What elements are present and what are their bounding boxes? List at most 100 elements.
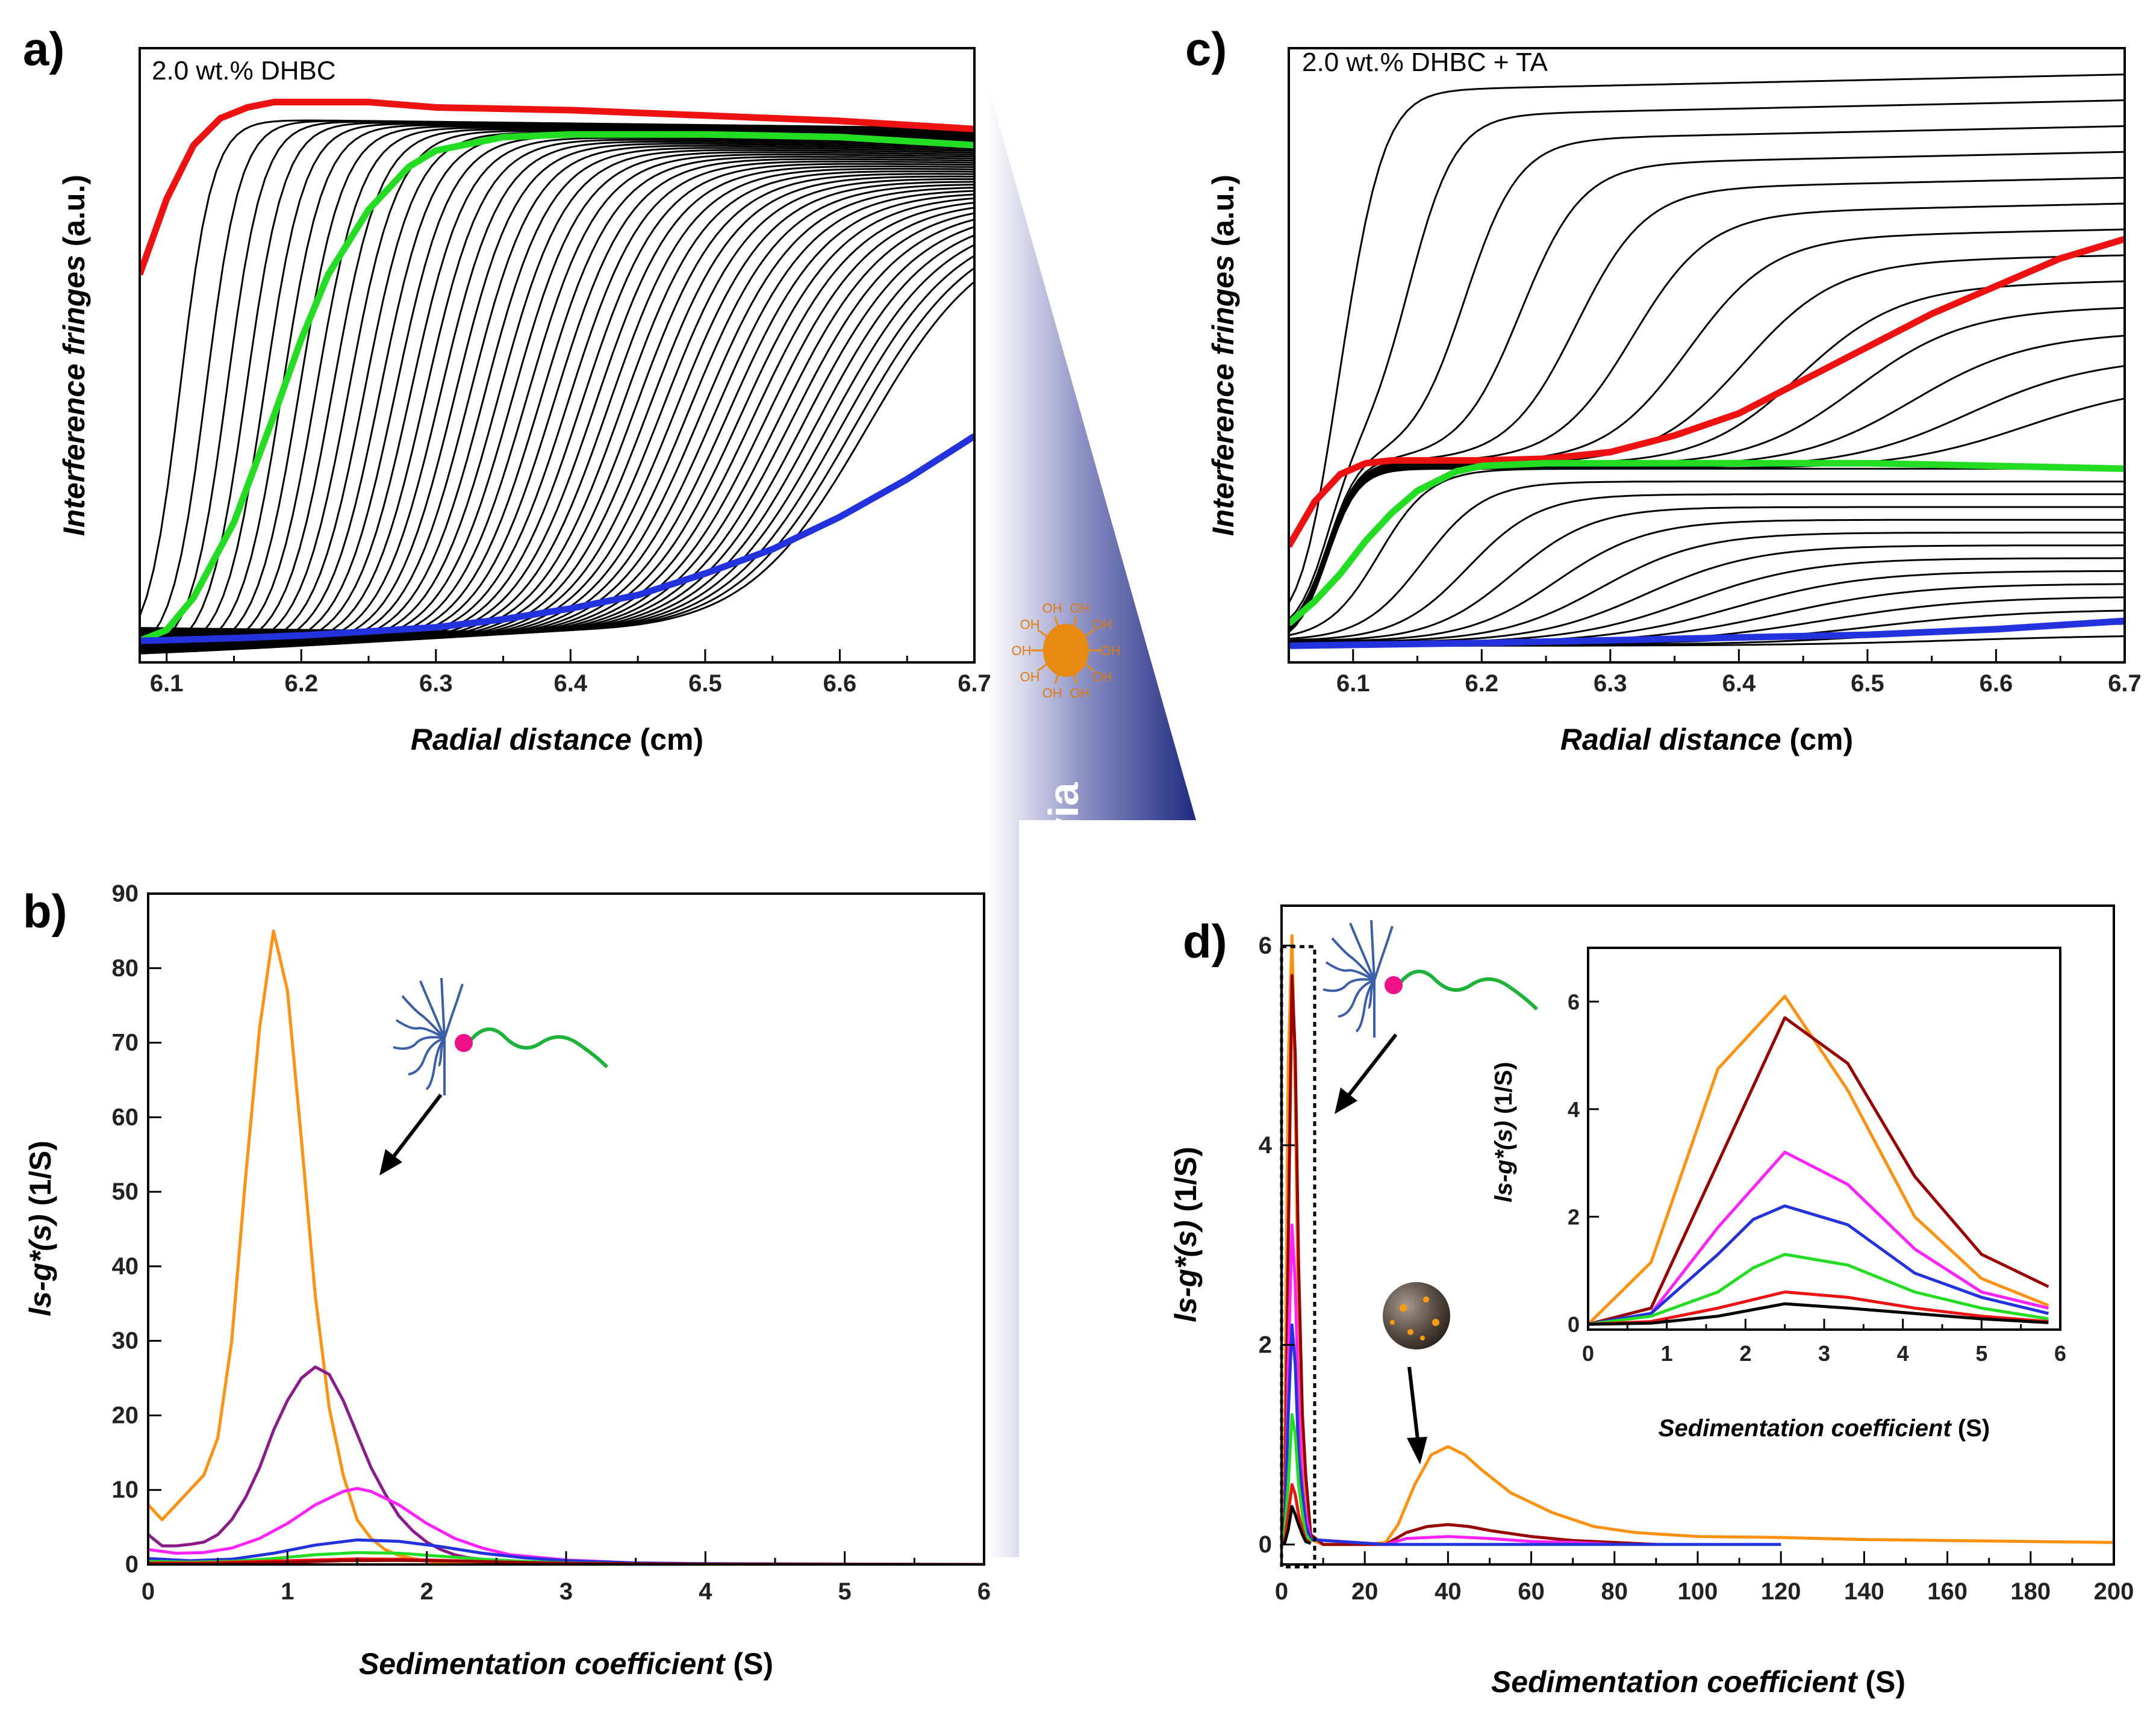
panel-d-label: d)	[1183, 915, 1227, 968]
panel-d-x-tick-label: 0	[1275, 1578, 1288, 1605]
panel-a-scan-line	[140, 212, 974, 637]
panel-c-x-title: Radial distance (cm)	[1560, 723, 1853, 756]
panel-a-scan-line	[140, 163, 974, 644]
dhbc-micelle-icon	[393, 977, 609, 1095]
panel-c-scan-line	[1289, 125, 2125, 623]
panel-a-series-middle scan	[140, 131, 974, 644]
arrow-to-micelle-peak-icon	[379, 1094, 443, 1175]
panel-c-scan-line	[1289, 254, 2125, 629]
panel-d-series-green	[1282, 1413, 1312, 1545]
panel-c-x-tick-label: 6.1	[1336, 670, 1370, 697]
panel-c-x-tick-label: 6.4	[1722, 670, 1756, 697]
panel-b-series-purple	[148, 1365, 984, 1564]
hydroxyl-label: OH	[1012, 643, 1032, 658]
panel-a-scan-line	[140, 143, 974, 649]
panel-b-y-tick-label: 50	[112, 1178, 139, 1205]
panel-c-scan-line	[1289, 481, 2125, 640]
panel-b-y-tick-label: 60	[112, 1104, 139, 1130]
panel-c-x-tick-label: 6.6	[1980, 670, 2013, 697]
panel-a-scan-line	[140, 149, 974, 647]
micelle-arm	[1325, 961, 1376, 982]
panel-d-x-tick-label: 80	[1601, 1578, 1628, 1605]
inset-y-tick-label: 2	[1568, 1204, 1580, 1229]
zoom-region-box	[1280, 945, 1316, 1569]
panel-d-series-magenta	[1282, 1223, 1615, 1546]
micelle-arm	[401, 995, 446, 1039]
inset-y-tick-label: 6	[1568, 989, 1580, 1014]
panel-b-x-tick-label: 4	[699, 1578, 712, 1605]
panel-c-scan-line	[1289, 518, 2125, 643]
panel-a-x-tick-label: 6.4	[554, 670, 588, 697]
panel-b-frame	[147, 892, 985, 1566]
micelle-arm	[1373, 926, 1394, 981]
panel-c-scan-line	[1289, 531, 2125, 643]
panel-a-label: a)	[23, 22, 64, 75]
panel-c-x-tick-label: 6.3	[1594, 670, 1627, 697]
micelle-arm	[437, 1037, 446, 1066]
inset-x-tick-label: 6	[2054, 1341, 2066, 1366]
panel-a-scan-line	[140, 219, 974, 636]
panel-b-y-title: ls-g*(s) (1/S)	[23, 1141, 57, 1316]
inset-series-darkred	[1588, 1016, 2049, 1326]
panel-a-scan-line	[140, 178, 974, 641]
panel-b-y-tick-label: 40	[112, 1253, 139, 1280]
panel-a-frame	[139, 47, 976, 664]
panel-a-scan-line	[140, 175, 974, 641]
inset-x-tick-label: 3	[1818, 1341, 1830, 1366]
panel-d-y-tick-label: 6	[1259, 932, 1272, 959]
panel-d-inset: 0 1 2 3 4 5 6 0 2 4 6 Sedimentation coefficient (S…	[1491, 947, 2066, 1442]
panel-b-x-tick-label: 2	[420, 1578, 434, 1605]
crosslinking-text: Crosslinking via	[1040, 782, 1087, 1108]
inset-x-tick-label: 5	[1975, 1341, 1987, 1366]
panel-a-y-title: Interference fringes (a.u.)	[57, 175, 91, 536]
panel-d-series-darkred	[1282, 974, 1657, 1546]
panel-a-series-first scan	[140, 99, 974, 276]
panel-a-scan-line	[140, 170, 974, 643]
panel-c-series-last scan	[1289, 617, 2125, 649]
panel-a-scan-line	[140, 128, 974, 653]
panel-a-scan-line	[140, 125, 974, 654]
micelle-arm	[440, 977, 446, 1039]
hydroxyl-label: OH	[1020, 617, 1040, 632]
panel-a-scan-line	[140, 181, 974, 641]
inset-x-tick-label: 0	[1582, 1341, 1594, 1366]
panel-c-scan-line	[1289, 280, 2125, 630]
inset-series-blue	[1588, 1204, 2049, 1326]
panel-c-scan-line	[1289, 365, 2125, 632]
panel-a-sample-label: 2.0 wt.% DHBC	[152, 56, 336, 86]
panel-c-scan-line	[1289, 397, 2125, 633]
inset-y-tick-label: 4	[1568, 1097, 1580, 1122]
arrow-to-particle-peak-icon	[1407, 1366, 1427, 1465]
micelle-tail	[467, 1027, 609, 1069]
hydroxyl-label: OH	[1020, 669, 1040, 684]
hydroxyl-label: OH	[1092, 669, 1112, 684]
panel-b-y-tick-label: 10	[112, 1477, 139, 1503]
panel-d-x-tick-label: 140	[1844, 1578, 1884, 1605]
panel-b-x-tick-label: 1	[281, 1578, 294, 1605]
panel-a-x-tick-label: 6.1	[150, 670, 184, 697]
panel-a-x-tick-label: 6.6	[823, 670, 857, 697]
panel-c-x-tick-label: 6.5	[1851, 670, 1884, 697]
inset-y-tick-label: 0	[1568, 1312, 1580, 1337]
panel-d-x-tick-label: 100	[1678, 1578, 1718, 1605]
panel-b-y-tick-label: 70	[112, 1030, 139, 1056]
panel-c-scan-line	[1289, 99, 2125, 620]
panel-d-x-tick-label: 40	[1435, 1578, 1462, 1605]
panel-a-scan-line	[140, 158, 974, 646]
hydroxyl-label: OH	[1070, 601, 1089, 616]
panel-b-x-tick-label: 0	[142, 1578, 155, 1605]
panel-b-x-tick-label: 5	[838, 1578, 852, 1605]
micelle-arm	[1367, 979, 1376, 1009]
panel-d-series-blue	[1282, 1323, 1781, 1546]
panel-b-x-tick-label: 3	[559, 1578, 573, 1605]
inset-y-title: ls-g*(s) (1/S)	[1491, 1062, 1517, 1202]
panel-a-x-title: Radial distance (cm)	[411, 723, 703, 756]
panel-d-y-title: ls-g*(s) (1/S)	[1169, 1147, 1203, 1322]
inset-series-orange	[1588, 994, 2049, 1325]
panel-a-scan-line	[140, 145, 974, 649]
panel-b-label: b)	[23, 885, 67, 938]
panel-c-scan-line	[1289, 570, 2125, 645]
